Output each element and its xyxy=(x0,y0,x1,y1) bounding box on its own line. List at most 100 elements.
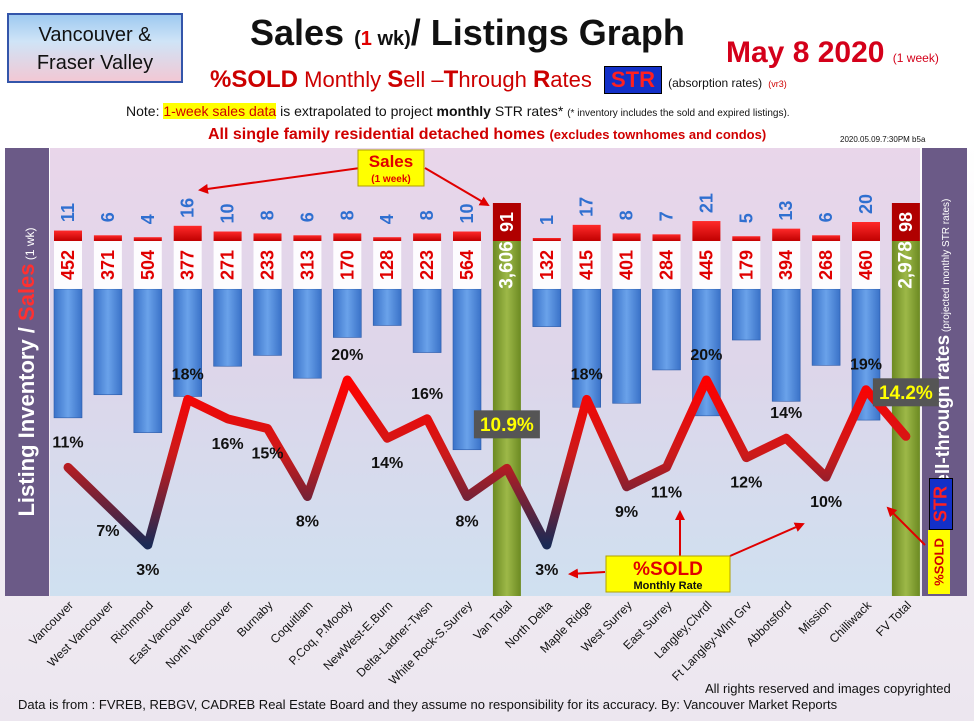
total-pct-box xyxy=(473,410,540,439)
subtitle-f: hrough xyxy=(458,67,533,92)
sales-bar xyxy=(133,237,162,241)
str-badge: STR xyxy=(604,66,662,94)
pct-label: 9% xyxy=(615,504,638,521)
inventory-label-box xyxy=(93,241,122,289)
category-label: FV Total xyxy=(873,598,914,639)
sales-callout-sub: (1 week) xyxy=(371,174,410,185)
inventory-label: 371 xyxy=(98,250,118,280)
sold-callout-sub: Monthly Rate xyxy=(633,580,702,592)
inventory-bar xyxy=(612,288,641,404)
chart-note: Note: 1-week sales data is extrapolated … xyxy=(126,103,790,119)
sales-label: 16 xyxy=(178,198,198,218)
pct-label: 18% xyxy=(172,366,204,383)
inventory-label-box xyxy=(852,241,880,289)
inventory-label: 132 xyxy=(537,250,557,280)
chart-date: May 8 2020 (1 week) xyxy=(726,36,939,70)
total-sales-bar xyxy=(492,203,521,241)
inventory-label: 223 xyxy=(417,250,437,280)
pct-label: 18% xyxy=(571,366,603,383)
inventory-label-box xyxy=(133,241,162,289)
inventory-bar xyxy=(53,288,83,419)
inventory-bar xyxy=(731,288,761,341)
inventory-label: 268 xyxy=(816,250,836,280)
subtitle-c: S xyxy=(387,66,404,93)
sold-callout-title: %SOLD xyxy=(633,559,703,580)
region-box: Vancouver & Fraser Valley xyxy=(7,13,183,83)
note-c: STR rates* xyxy=(490,103,564,119)
title-part-a: Sales xyxy=(250,12,355,53)
subtitle-abs: (absorption rates) xyxy=(668,76,763,90)
subtitle-d: ell – xyxy=(403,67,444,92)
inventory-label: 179 xyxy=(736,250,756,280)
sales-bar xyxy=(173,225,202,241)
inventory-bar xyxy=(133,288,163,433)
sales-label: 8 xyxy=(617,210,637,220)
sales-bar xyxy=(333,233,362,241)
pct-label: 19% xyxy=(850,357,882,374)
detached-line: All single family residential detached h… xyxy=(208,126,766,144)
pct-label: 3% xyxy=(535,562,558,579)
total-sales-bar xyxy=(891,203,920,241)
sales-bar xyxy=(572,224,601,241)
inventory-label: 3,606 xyxy=(496,241,517,289)
date-text: May 8 2020 xyxy=(726,36,885,69)
inventory-label-box xyxy=(213,241,242,289)
sales-label: 1 xyxy=(537,215,557,225)
sales-callout-title: Sales xyxy=(369,152,413,171)
inventory-label-box xyxy=(692,241,721,289)
inventory-label: 460 xyxy=(856,250,876,280)
sales-bar xyxy=(373,237,402,241)
sales-label: 5 xyxy=(736,213,756,223)
category-label: Chilliwack xyxy=(827,598,875,646)
inventory-label-box xyxy=(373,241,402,289)
sales-callout-box xyxy=(357,149,425,187)
sales-label: 6 xyxy=(297,212,317,222)
chart-subtitle: %SOLD Monthly Sell –Through Rates STR (a… xyxy=(210,66,787,94)
inventory-label-box xyxy=(413,241,442,289)
inventory-label: 564 xyxy=(457,250,477,280)
right-sold-tag: %SOLD xyxy=(928,530,950,594)
sales-label: 7 xyxy=(657,211,677,221)
pct-label: 16% xyxy=(411,386,443,403)
sold-callout-box xyxy=(605,555,731,593)
inventory-label-box xyxy=(253,241,282,289)
title-part-c: 1 xyxy=(360,28,372,50)
inventory-label: 415 xyxy=(577,250,597,280)
region-line2: Fraser Valley xyxy=(36,52,154,74)
sales-bar xyxy=(213,231,242,241)
inventory-bar xyxy=(532,288,562,327)
sales-arrow-left xyxy=(198,167,361,194)
sales-bar xyxy=(812,235,841,241)
sales-label: 10 xyxy=(457,203,477,223)
inventory-bar xyxy=(332,288,362,338)
note-tiny: (* inventory includes the sold and expir… xyxy=(567,108,790,119)
sales-bar xyxy=(692,221,721,241)
sales-bar xyxy=(532,238,561,241)
inventory-bar xyxy=(93,288,123,396)
inventory-label-box xyxy=(54,241,82,289)
total-pct-label: 14.2% xyxy=(879,383,933,404)
region-line1: Vancouver & xyxy=(38,24,152,46)
inventory-label: 401 xyxy=(617,250,637,280)
inventory-label: 445 xyxy=(696,250,716,280)
inventory-label-box xyxy=(532,241,561,289)
sales-bar xyxy=(612,233,641,241)
chart-title: Sales (1 wk)/ Listings Graph xyxy=(250,12,685,54)
sales-label: 4 xyxy=(138,214,158,224)
sales-label: 20 xyxy=(856,194,876,214)
inventory-bar xyxy=(412,288,442,353)
right-str-badge: STR xyxy=(929,478,953,530)
inventory-label: 2,978 xyxy=(895,241,916,289)
sales-arrow-right xyxy=(424,167,490,207)
pct-label: 3% xyxy=(136,562,159,579)
sales-label: 8 xyxy=(258,210,278,220)
inventory-label-box xyxy=(812,241,841,289)
pct-label: 20% xyxy=(690,347,722,364)
category-label: NewWest-E.Burn xyxy=(321,598,396,673)
sales-bar xyxy=(253,233,282,241)
sales-bar xyxy=(652,234,681,241)
note-bold: monthly xyxy=(436,103,491,119)
sales-label: 21 xyxy=(696,193,716,213)
inventory-label-box xyxy=(572,241,601,289)
